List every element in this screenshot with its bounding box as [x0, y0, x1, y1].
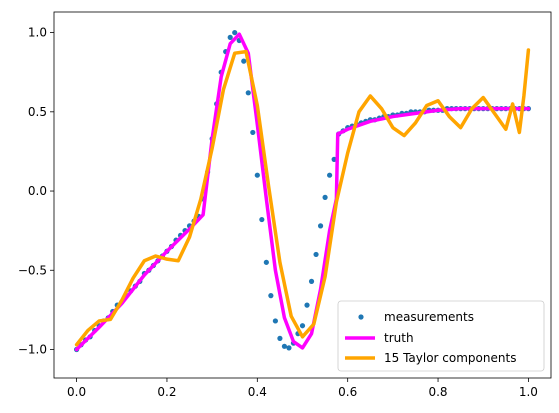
measurement-point — [268, 293, 274, 299]
x-tick-label: 0.6 — [338, 385, 357, 399]
x-tick-label: 0.4 — [248, 385, 267, 399]
x-tick-label: 0.0 — [67, 385, 86, 399]
measurement-point — [281, 343, 288, 349]
measurement-point — [327, 172, 333, 178]
measurement-point — [299, 323, 306, 329]
y-tick-label: 0.0 — [28, 184, 47, 198]
axes-frame — [53, 11, 552, 379]
legend-measurements-label: measurements — [384, 310, 474, 324]
measurement-point — [304, 302, 310, 308]
legend-truth-label: truth — [384, 331, 414, 345]
measurement-point — [313, 251, 319, 258]
measurement-point — [272, 318, 278, 324]
legend-box — [337, 300, 545, 372]
legend-measurements-marker — [358, 314, 364, 320]
y-tick-label: −0.5 — [18, 263, 47, 277]
y-tick-label: −1.0 — [18, 342, 47, 356]
x-tick-label: 1.0 — [519, 385, 538, 399]
measurement-point — [232, 29, 238, 36]
measurement-point — [277, 335, 283, 341]
y-tick-label: 1.0 — [28, 26, 47, 40]
measurement-point — [245, 90, 251, 96]
measurement-point — [250, 129, 256, 136]
measurement-point — [263, 259, 269, 265]
measurement-point — [317, 223, 324, 229]
measurement-point — [254, 172, 260, 178]
y-tick-label: 0.5 — [28, 105, 47, 119]
measurement-point — [331, 156, 337, 162]
plot-area — [73, 29, 532, 353]
measurement-point — [227, 34, 233, 40]
y-axis: −1.0 −0.5 0.0 0.5 1.0 — [18, 26, 54, 356]
measurement-point — [259, 216, 265, 223]
measurement-point — [308, 278, 315, 284]
x-tick-label: 0.8 — [428, 385, 447, 399]
legend: measurements truth 15 Taylor components — [337, 300, 545, 372]
x-tick-label: 0.2 — [157, 385, 176, 399]
legend-taylor-label: 15 Taylor components — [384, 351, 516, 365]
measurement-point — [322, 194, 328, 200]
measurement-point — [286, 345, 292, 351]
measurement-point — [241, 58, 247, 64]
x-axis: 0.0 0.2 0.4 0.6 0.8 1.0 — [67, 378, 538, 399]
series-taylor-line — [74, 48, 531, 347]
